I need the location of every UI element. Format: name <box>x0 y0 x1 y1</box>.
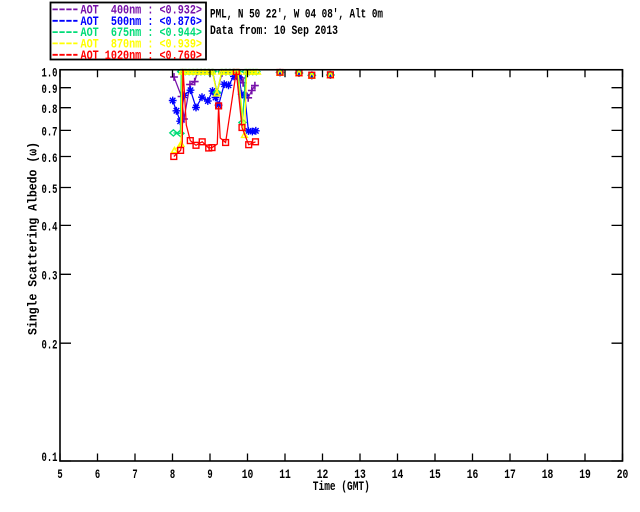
svg-text:0.9: 0.9 <box>42 83 58 97</box>
svg-text:14: 14 <box>392 468 404 482</box>
svg-text:AOT 500nm : <0.876>: AOT 500nm : <0.876> <box>81 15 203 29</box>
svg-text:17: 17 <box>504 468 516 482</box>
svg-text:16: 16 <box>467 468 479 482</box>
svg-text:0.6: 0.6 <box>42 152 58 166</box>
svg-text:18: 18 <box>542 468 554 482</box>
svg-text:Time (GMT): Time (GMT) <box>313 480 370 494</box>
svg-text:20: 20 <box>617 468 629 482</box>
svg-text:AOT 400nm : <0.932>: AOT 400nm : <0.932> <box>81 4 203 18</box>
svg-text:Single Scattering Albedo (ω): Single Scattering Albedo (ω) <box>27 142 41 335</box>
svg-text:12: 12 <box>317 468 329 482</box>
svg-text:AOT 1020nm : <0.760>: AOT 1020nm : <0.760> <box>81 49 203 63</box>
svg-text:0.8: 0.8 <box>42 103 58 117</box>
svg-text:0.1: 0.1 <box>42 451 58 465</box>
svg-text:15: 15 <box>429 468 441 482</box>
svg-text:PML, N 50 22', W 04 08', Alt 0: PML, N 50 22', W 04 08', Alt 0m <box>210 7 383 21</box>
svg-text:19: 19 <box>579 468 591 482</box>
svg-text:Data from: 10 Sep 2013: Data from: 10 Sep 2013 <box>210 24 338 38</box>
svg-text:8: 8 <box>170 468 175 482</box>
svg-text:0.4: 0.4 <box>42 221 58 235</box>
svg-text:6: 6 <box>95 468 100 482</box>
svg-text:5: 5 <box>57 468 62 482</box>
svg-text:0.3: 0.3 <box>42 270 58 284</box>
svg-text:1.0: 1.0 <box>42 67 58 81</box>
svg-text:11: 11 <box>279 468 291 482</box>
svg-text:AOT 675nm : <0.944>: AOT 675nm : <0.944> <box>81 26 203 40</box>
svg-text:13: 13 <box>354 468 366 482</box>
svg-text:9: 9 <box>207 468 212 482</box>
svg-text:0.7: 0.7 <box>42 126 58 140</box>
svg-text:0.5: 0.5 <box>42 183 58 197</box>
svg-text:AOT 870nm : <0.939>: AOT 870nm : <0.939> <box>81 38 203 52</box>
svg-text:7: 7 <box>132 468 137 482</box>
svg-text:10: 10 <box>242 468 254 482</box>
svg-text:0.2: 0.2 <box>42 339 58 353</box>
